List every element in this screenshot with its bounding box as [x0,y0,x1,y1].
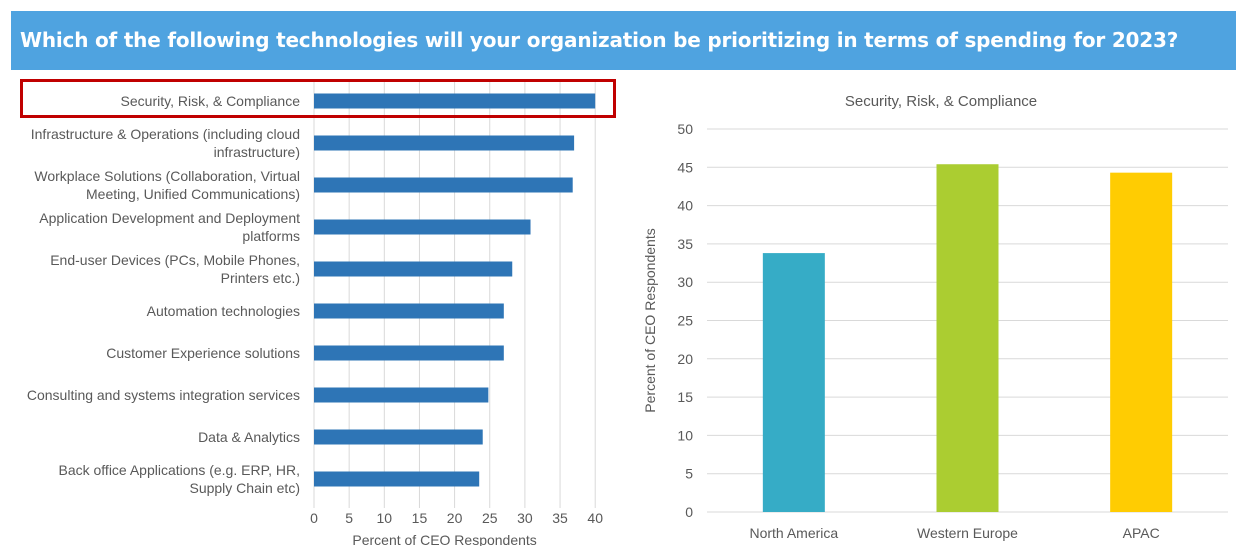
category-label: Consulting and systems integration servi… [27,387,300,403]
y-tick-label: 30 [677,274,693,290]
y-tick-label: 35 [677,236,693,252]
y-tick-label: 40 [677,198,693,214]
bar [936,164,999,512]
bar [314,219,531,235]
bar [314,471,480,487]
technology-priorities-svg: 0 5 10 15 20 25 30 35 40 Percent of CEO Responden… [27,80,603,548]
bar [314,93,596,109]
chart-title: Security, Risk, & Compliance [845,93,1037,110]
bar [314,177,573,193]
category-label: platforms [242,228,300,244]
highlight-box [20,79,616,118]
y-tick-label: 20 [677,351,693,367]
category-label: Supply Chain etc) [189,480,300,496]
y-tick-label: 50 [677,121,693,137]
y-tick-label: 10 [677,427,693,443]
category-label: infrastructure) [214,144,300,160]
y-tick-label: 15 [677,389,693,405]
x-axis-title: Percent of CEO Respondents [352,532,536,546]
x-tick-label: 0 [310,510,318,526]
y-tick-label: 5 [685,466,693,482]
category-label: North America [749,525,838,541]
bar [314,387,489,403]
regional-security-svg: Security, Risk, & Compliance 0 5 10 15 20 25 30… [642,93,1228,541]
y-tick-label: 45 [677,159,693,175]
y-tick-label: 0 [685,504,693,520]
x-tick-label: 35 [552,510,568,526]
regional-security-chart: Security, Risk, & Compliance 0 5 10 15 20 25 30… [625,70,1236,546]
y-tick-label: 25 [677,313,693,329]
category-label: APAC [1123,525,1160,541]
category-label: Meeting, Unified Communications) [86,186,300,202]
category-label: Customer Experience solutions [106,345,300,361]
x-tick-label: 5 [345,510,353,526]
category-label: Security, Risk, & Compliance [121,93,301,109]
x-tick-label: 30 [517,510,533,526]
bar [762,253,825,513]
category-label: End-user Devices (PCs, Mobile Phones, [50,252,300,268]
x-tick-label: 25 [482,510,498,526]
bar [314,429,483,445]
bar [314,345,504,361]
category-label: Automation technologies [147,303,300,319]
y-axis-title: Percent of CEO Respondents [642,228,658,412]
category-label: Application Development and Deployment [39,210,300,226]
x-tick-label: 20 [447,510,463,526]
x-tick-label: 10 [377,510,393,526]
survey-question-title: Which of the following technologies will… [20,28,1179,52]
header-banner: Which of the following technologies will… [11,11,1236,70]
technology-priorities-chart: 0 5 10 15 20 25 30 35 40 Percent of CEO Responden… [0,70,625,548]
x-tick-label: 15 [412,510,428,526]
bar [314,135,575,151]
bar [1110,172,1173,513]
category-label: Back office Applications (e.g. ERP, HR, [59,462,301,478]
bar [314,261,513,277]
category-label: Workplace Solutions (Collaboration, Virt… [34,168,300,184]
category-label: Infrastructure & Operations (including c… [31,126,300,142]
x-tick-label: 40 [587,510,603,526]
bar [314,303,504,319]
category-label: Printers etc.) [221,270,300,286]
category-label: Western Europe [917,525,1018,541]
category-label: Data & Analytics [198,429,300,445]
